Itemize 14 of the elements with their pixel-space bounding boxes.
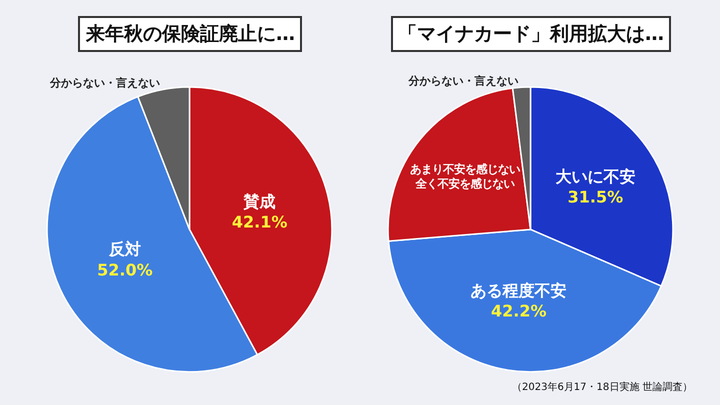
slice-label: 反対: [108, 239, 141, 258]
slice-label: 分からない・言えない: [48, 76, 160, 90]
data-label: 42.2%: [490, 302, 546, 321]
data-label: 31.5%: [568, 188, 624, 207]
data-label: 52.0%: [97, 260, 153, 280]
slice-label: ある程度不安: [470, 280, 567, 300]
slice-label: 分からない・言えない: [407, 74, 518, 88]
slice-label: あまり不安を感じない全く不安を感じない: [410, 162, 520, 191]
data-label: 42.1%: [232, 212, 288, 232]
slice-label: 賛成: [242, 192, 276, 211]
chart-title: 「マイナカード」利用拡大は…: [398, 23, 664, 45]
text: （2023年6月17・18日実施 世論調査）: [512, 381, 692, 393]
chart-title: 来年秋の保険証廃止に…: [85, 23, 295, 45]
slice-label: 大いに不安: [555, 166, 636, 186]
